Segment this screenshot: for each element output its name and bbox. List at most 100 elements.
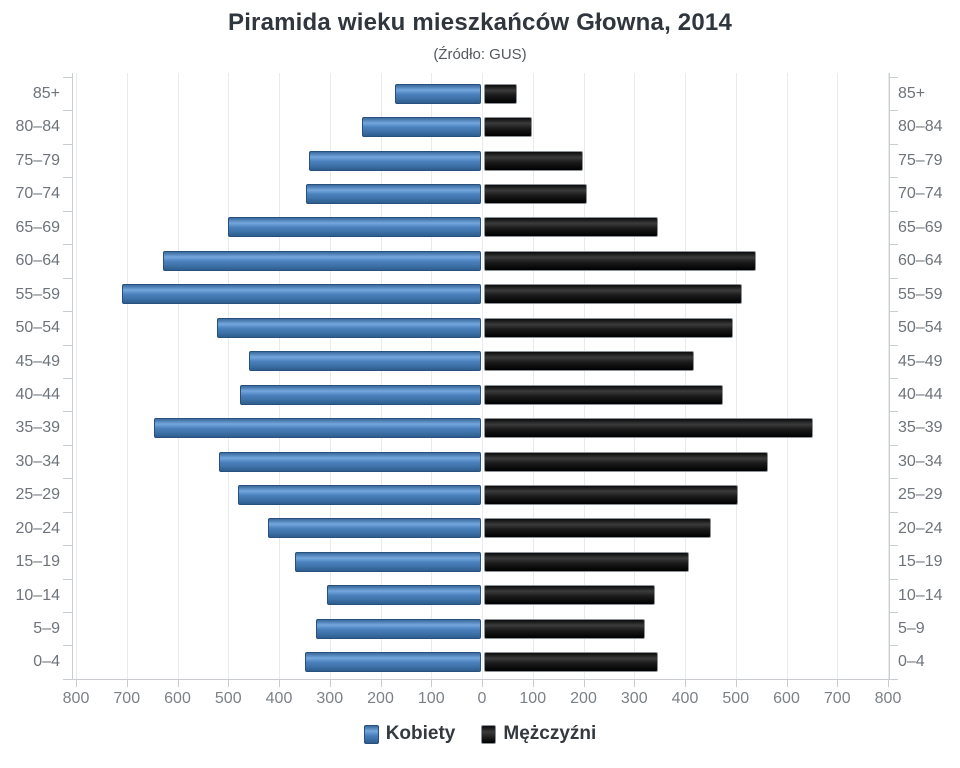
x-axis-tick	[837, 680, 839, 687]
y-axis-tick-left	[63, 578, 72, 580]
age-label-left: 10–14	[15, 586, 61, 604]
age-label-right: 45–49	[898, 352, 943, 370]
bar-mezczyzni-5–9	[484, 618, 646, 639]
x-axis-tick	[279, 680, 280, 687]
plot-area	[72, 73, 890, 680]
y-axis-tick-left	[63, 177, 72, 179]
y-axis-tick-right	[889, 444, 898, 446]
legend-item-kobiety: Kobiety	[363, 723, 456, 745]
x-axis-label: 500	[722, 690, 750, 707]
y-axis-tick-left	[63, 77, 72, 78]
bar-kobiety-55–59	[122, 284, 481, 305]
y-axis-tick-left	[63, 545, 72, 547]
age-label-right: 65–69	[898, 218, 943, 236]
age-label-left: 65–69	[15, 218, 61, 236]
grid-line	[532, 73, 534, 679]
y-axis-tick-right	[889, 377, 898, 379]
x-axis-tick	[786, 680, 788, 687]
y-axis-tick-right	[889, 177, 898, 179]
x-axis-label: 400	[265, 690, 293, 707]
y-axis-tick-left	[63, 377, 72, 379]
y-axis-tick-left	[63, 344, 72, 346]
y-axis-tick-right	[889, 511, 898, 513]
bar-kobiety-0–4	[304, 652, 481, 673]
grid-line	[380, 73, 382, 679]
x-axis-label: 300	[620, 690, 648, 707]
age-label-right: 25–29	[898, 486, 943, 504]
bar-mezczyzni-75–79	[484, 150, 584, 171]
y-axis-tick-right	[889, 578, 898, 580]
bar-kobiety-10–14	[326, 585, 481, 606]
bar-kobiety-30–34	[219, 451, 481, 472]
bar-mezczyzni-35–39	[484, 418, 814, 439]
y-axis-tick-left	[63, 277, 72, 279]
age-label-right: 20–24	[898, 519, 943, 537]
x-axis-tick	[685, 680, 686, 687]
legend-item-mezczyzni: Mężczyźni	[481, 723, 596, 745]
age-label-right: 15–19	[898, 553, 943, 571]
y-axis-tick-right	[889, 244, 898, 246]
age-label-left: 80–84	[15, 118, 61, 136]
y-axis-tick-right	[889, 545, 898, 547]
y-axis-tick-left	[63, 411, 72, 413]
bar-kobiety-60–64	[162, 250, 481, 271]
bar-mezczyzni-70–74	[484, 184, 587, 205]
legend-label-kobiety: Kobiety	[385, 723, 456, 744]
x-axis-label: 800	[62, 690, 90, 707]
grid-line	[228, 73, 230, 679]
x-axis-label: 800	[874, 690, 902, 707]
x-axis-tick	[380, 680, 382, 687]
age-label-right: 75–79	[898, 151, 943, 169]
bar-mezczyzni-50–54	[484, 317, 734, 338]
age-label-left: 0–4	[33, 653, 60, 671]
y-axis-tick-right	[889, 411, 898, 413]
chart-title: Piramida wieku mieszkańców Głowna, 2014	[227, 9, 732, 36]
y-axis-tick-right	[889, 210, 898, 212]
y-axis-tick-left	[63, 244, 72, 246]
y-axis-tick-right	[889, 143, 898, 145]
x-axis-label: 700	[113, 690, 141, 707]
bar-mezczyzni-15–19	[484, 551, 690, 572]
x-axis-label: 0	[477, 690, 487, 707]
x-axis-tick	[228, 680, 230, 687]
x-axis-tick	[735, 680, 737, 687]
x-axis-tick	[888, 680, 889, 687]
bar-kobiety-70–74	[305, 184, 481, 205]
grid-line	[888, 73, 889, 679]
y-axis-tick-right	[889, 77, 898, 78]
x-axis-tick	[482, 680, 483, 687]
legend: Kobiety Mężczyźni	[0, 719, 960, 749]
y-axis-tick-left	[63, 678, 72, 680]
age-label-right: 35–39	[898, 419, 943, 437]
grid-line	[634, 73, 636, 679]
y-axis-tick-right	[889, 110, 898, 112]
age-label-right: 80–84	[898, 118, 943, 136]
age-label-right: 50–54	[898, 319, 943, 337]
y-axis-tick-left	[63, 478, 72, 480]
x-axis-label: 200	[367, 690, 394, 707]
bar-mezczyzni-55–59	[484, 284, 743, 305]
age-label-left: 30–34	[15, 452, 61, 470]
age-label-left: 55–59	[15, 285, 61, 303]
bar-kobiety-85+	[394, 83, 481, 104]
grid-line	[76, 73, 77, 679]
y-axis-tick-left	[63, 645, 72, 647]
age-label-left: 35–39	[15, 419, 61, 437]
x-axis-tick	[76, 680, 77, 687]
y-axis-tick-right	[889, 344, 898, 346]
bar-kobiety-40–44	[239, 384, 481, 405]
x-axis-tick	[583, 680, 585, 687]
age-label-right: 70–74	[898, 185, 943, 203]
grid-line	[126, 73, 128, 679]
grid-line	[837, 73, 839, 679]
y-axis-tick-left	[63, 110, 72, 112]
bar-mezczyzni-80–84	[484, 117, 533, 138]
x-axis-label: 400	[671, 690, 699, 707]
x-axis-label: 700	[823, 690, 851, 707]
x-axis-tick	[126, 680, 128, 687]
bar-kobiety-45–49	[249, 351, 481, 372]
x-axis-label: 100	[417, 690, 445, 707]
bar-mezczyzni-25–29	[484, 485, 739, 505]
grid-line	[177, 73, 179, 679]
age-label-right: 40–44	[898, 385, 943, 403]
